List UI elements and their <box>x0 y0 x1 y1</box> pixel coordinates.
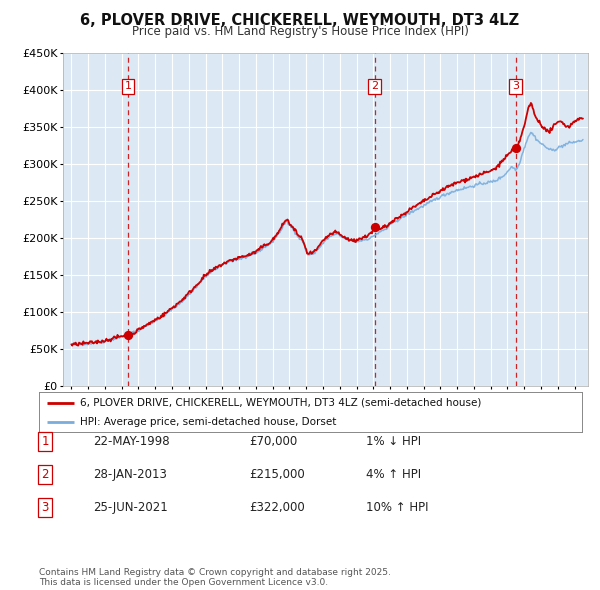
Text: 6, PLOVER DRIVE, CHICKERELL, WEYMOUTH, DT3 4LZ (semi-detached house): 6, PLOVER DRIVE, CHICKERELL, WEYMOUTH, D… <box>80 398 481 408</box>
Text: 1: 1 <box>41 435 49 448</box>
Text: 4% ↑ HPI: 4% ↑ HPI <box>366 468 421 481</box>
Text: £322,000: £322,000 <box>249 501 305 514</box>
Text: 3: 3 <box>41 501 49 514</box>
Text: 3: 3 <box>512 81 519 91</box>
Text: 2: 2 <box>371 81 378 91</box>
Point <box>511 143 520 153</box>
Text: 25-JUN-2021: 25-JUN-2021 <box>93 501 168 514</box>
Text: £215,000: £215,000 <box>249 468 305 481</box>
Text: 22-MAY-1998: 22-MAY-1998 <box>93 435 170 448</box>
Text: 6, PLOVER DRIVE, CHICKERELL, WEYMOUTH, DT3 4LZ: 6, PLOVER DRIVE, CHICKERELL, WEYMOUTH, D… <box>80 13 520 28</box>
Text: 2: 2 <box>41 468 49 481</box>
Text: 1% ↓ HPI: 1% ↓ HPI <box>366 435 421 448</box>
Point <box>370 222 379 232</box>
Text: Price paid vs. HM Land Registry's House Price Index (HPI): Price paid vs. HM Land Registry's House … <box>131 25 469 38</box>
Text: 28-JAN-2013: 28-JAN-2013 <box>93 468 167 481</box>
Text: 10% ↑ HPI: 10% ↑ HPI <box>366 501 428 514</box>
Text: Contains HM Land Registry data © Crown copyright and database right 2025.
This d: Contains HM Land Registry data © Crown c… <box>39 568 391 587</box>
Point <box>123 330 133 339</box>
Text: HPI: Average price, semi-detached house, Dorset: HPI: Average price, semi-detached house,… <box>80 417 336 427</box>
Text: £70,000: £70,000 <box>249 435 297 448</box>
Text: 1: 1 <box>125 81 131 91</box>
